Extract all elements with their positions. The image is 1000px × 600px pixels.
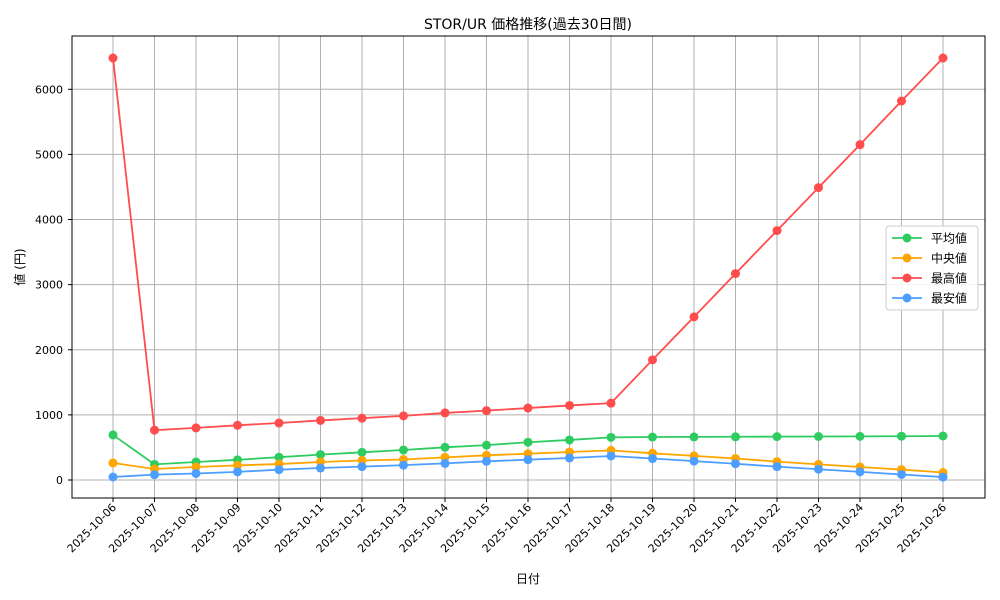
data-point xyxy=(565,435,574,445)
data-point xyxy=(523,455,533,465)
legend-marker-icon xyxy=(902,273,912,283)
data-point xyxy=(482,456,491,466)
data-point xyxy=(648,454,657,464)
y-tick-label: 2000 xyxy=(35,344,63,357)
data-point xyxy=(316,415,325,425)
data-point xyxy=(938,53,948,63)
data-point xyxy=(855,467,865,477)
data-point xyxy=(523,403,533,413)
x-axis-label: 日付 xyxy=(516,572,540,586)
data-point xyxy=(938,431,948,441)
data-point xyxy=(357,413,367,423)
data-point xyxy=(357,462,367,472)
legend-marker-icon xyxy=(902,253,912,263)
legend-box xyxy=(885,225,979,311)
data-point xyxy=(689,456,699,466)
legend-label: 平均値 xyxy=(931,231,967,246)
data-point xyxy=(316,450,325,460)
data-point xyxy=(150,470,159,480)
data-point xyxy=(108,458,118,468)
y-tick-label: 4000 xyxy=(35,214,63,227)
data-point xyxy=(814,464,823,474)
data-point xyxy=(150,425,159,435)
data-point xyxy=(897,96,906,106)
data-point xyxy=(731,432,740,442)
data-point xyxy=(108,430,118,440)
data-point xyxy=(897,431,906,441)
data-point xyxy=(482,406,491,416)
data-point xyxy=(440,458,450,468)
series-0 xyxy=(108,430,948,469)
series-2 xyxy=(108,53,948,435)
legend-item: 最高値 xyxy=(892,271,967,286)
data-point xyxy=(565,453,574,463)
data-point xyxy=(648,355,657,365)
data-point xyxy=(191,462,201,472)
data-point xyxy=(440,442,450,452)
data-point xyxy=(399,460,408,470)
data-point xyxy=(897,469,906,479)
legend-marker-icon xyxy=(902,293,912,303)
data-point xyxy=(399,445,408,455)
data-point xyxy=(731,269,740,279)
data-point xyxy=(772,462,782,472)
data-point xyxy=(731,459,740,469)
data-point xyxy=(399,411,408,421)
data-point xyxy=(482,440,491,450)
legend-item: 最安値 xyxy=(892,291,967,306)
y-tick-label: 0 xyxy=(56,474,63,487)
legend-item: 中央値 xyxy=(892,251,967,266)
legend-label: 中央値 xyxy=(931,251,967,266)
data-point xyxy=(523,437,533,447)
data-point xyxy=(689,312,699,322)
legend-label: 最安値 xyxy=(931,291,967,306)
data-point xyxy=(855,431,865,441)
data-point xyxy=(274,418,284,428)
data-point xyxy=(814,431,823,441)
y-axis-ticks: 0 1000 2000 3000 4000 5000 6000 xyxy=(35,83,72,487)
data-point xyxy=(191,423,201,433)
data-point xyxy=(108,472,118,482)
data-point xyxy=(191,468,201,478)
data-point xyxy=(233,420,242,430)
data-point xyxy=(938,472,948,482)
data-point xyxy=(357,447,367,457)
data-point xyxy=(606,432,616,442)
data-point xyxy=(357,455,367,465)
data-point xyxy=(440,408,450,418)
data-point xyxy=(772,432,782,442)
data-series xyxy=(108,53,948,482)
data-point xyxy=(233,460,242,470)
data-point xyxy=(814,183,823,193)
chart-title: STOR/UR 価格推移(過去30日間) xyxy=(424,17,632,33)
data-point xyxy=(565,400,574,410)
y-tick-label: 5000 xyxy=(35,148,63,161)
data-point xyxy=(108,53,118,63)
data-point xyxy=(233,467,242,477)
data-point xyxy=(772,226,782,236)
legend-label: 最高値 xyxy=(931,271,967,286)
data-point xyxy=(648,432,657,442)
y-tick-label: 1000 xyxy=(35,409,63,422)
data-point xyxy=(855,140,865,150)
data-point xyxy=(316,463,325,473)
y-axis-label: 値 (円) xyxy=(12,248,27,285)
legend-item: 平均値 xyxy=(892,231,967,246)
data-point xyxy=(274,465,284,475)
series-3 xyxy=(108,451,948,482)
y-tick-label: 3000 xyxy=(35,279,63,292)
legend-marker-icon xyxy=(902,233,912,243)
data-point xyxy=(606,398,616,408)
data-point xyxy=(606,451,616,461)
y-tick-label: 6000 xyxy=(35,83,63,96)
data-point xyxy=(689,432,699,442)
data-point xyxy=(274,452,284,462)
